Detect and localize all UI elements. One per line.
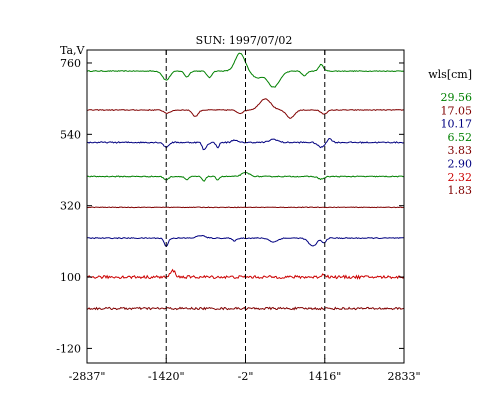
y-tick-label: 760 xyxy=(60,57,81,70)
legend-entry: 2.32 xyxy=(448,171,473,184)
legend-entry: 6.52 xyxy=(448,131,473,144)
series-line xyxy=(86,206,405,209)
legend-entry: 3.83 xyxy=(448,144,473,157)
legend-entry: 1.83 xyxy=(448,184,473,197)
legend-entry: 2.90 xyxy=(448,158,473,171)
y-tick-label: 540 xyxy=(60,128,81,141)
chart-title: SUN: 1997/07/02 xyxy=(196,34,293,47)
tick-layer: -2837" -1420" -2" 1416" 2833" 760 540 320 100 -12… xyxy=(56,50,421,383)
y-tick-label: 320 xyxy=(60,200,81,213)
legend-entry: 29.56 xyxy=(441,91,473,104)
legend-entry: 10.17 xyxy=(441,118,473,131)
x-tick-label: -1420" xyxy=(148,370,185,383)
x-tick-label: -2837" xyxy=(69,370,106,383)
legend-entry: 17.05 xyxy=(441,104,473,117)
y-axis-label: Ta,V xyxy=(60,44,86,57)
x-tick-label: 1416" xyxy=(308,370,341,383)
legend-title: wls[cm] xyxy=(428,68,472,81)
y-tick-label: -120 xyxy=(56,342,81,355)
x-tick-label: 2833" xyxy=(387,370,420,383)
vline-layer xyxy=(165,50,326,363)
y-tick-label: 100 xyxy=(60,271,81,284)
x-tick-label: -2" xyxy=(238,370,254,383)
